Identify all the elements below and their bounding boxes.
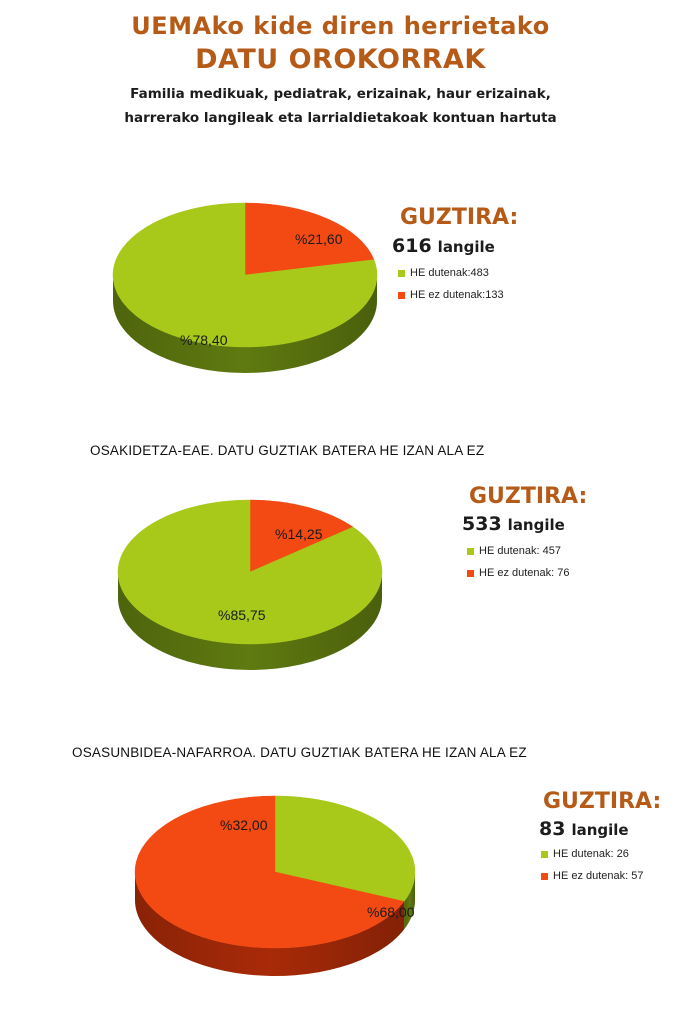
- legend-swatch-green: [541, 850, 548, 858]
- pie-slice-he-ez: [244, 202, 375, 276]
- chart-heading: OSAKIDETZA-EAE. DATU GUZTIAK BATERA HE I…: [90, 443, 485, 458]
- total-number: 533: [462, 513, 502, 535]
- pie-chart-osasunbidea: %32,00 %68,00: [134, 795, 416, 976]
- pie-slice-he: [112, 202, 378, 348]
- pie-slice-he: [274, 795, 416, 902]
- guztira-label: GUZTIRA:: [543, 789, 662, 814]
- total-unit: langile: [437, 238, 495, 256]
- page-subtitle-line2: harrerako langileak eta larrialdietakoak…: [124, 110, 557, 126]
- legend-label: HE ez dutenak: 57: [553, 870, 644, 882]
- legend-label: HE ez dutenak: 76: [479, 567, 570, 579]
- total-count: 616 langile: [392, 235, 495, 257]
- legend-label: HE dutenak: 26: [553, 848, 629, 860]
- pie-slice-he: [117, 499, 383, 645]
- legend-label: HE dutenak: 457: [479, 545, 561, 557]
- pie-chart-osakidetza: %85,75 %14,25: [117, 499, 383, 670]
- legend-item-he: HE dutenak: 26: [541, 843, 644, 865]
- guztira-label: GUZTIRA:: [400, 205, 519, 230]
- total-count: 83 langile: [539, 818, 629, 840]
- pie-label-he: %85,75: [218, 607, 266, 623]
- legend-item-he-ez: HE ez dutenak: 76: [467, 562, 570, 584]
- legend-item-he: HE dutenak:483: [398, 262, 504, 284]
- legend-label: HE dutenak:483: [410, 267, 489, 279]
- legend-label: HE ez dutenak:133: [410, 289, 504, 301]
- legend-swatch-green: [398, 269, 405, 277]
- pie-label-he: %32,00: [220, 817, 268, 833]
- pie-label-he-ez: %68,00: [367, 904, 415, 920]
- pie-label-he-ez: %14,25: [275, 526, 323, 542]
- legend: HE dutenak: 457 HE ez dutenak: 76: [467, 540, 570, 584]
- page-title: UEMAko kide diren herrietako: [131, 12, 550, 40]
- guztira-label: GUZTIRA:: [469, 484, 588, 509]
- pie-side-walls: [113, 275, 377, 373]
- legend-swatch-red: [467, 569, 474, 577]
- pie-slice-he-ez: [134, 795, 405, 949]
- pie-label-he-ez: %21,60: [295, 231, 343, 247]
- page-subtitle-line1: Familia medikuak, pediatrak, erizainak, …: [130, 86, 551, 102]
- pie-slice-side-shade: [135, 872, 405, 976]
- total-unit: langile: [507, 516, 565, 534]
- pie-side-walls: [135, 872, 415, 976]
- legend-item-he: HE dutenak: 457: [467, 540, 570, 562]
- legend-swatch-red: [398, 291, 405, 299]
- pie-label-he: %78,40: [180, 332, 228, 348]
- pie-slice-side-shade: [404, 872, 415, 930]
- chart-heading: OSASUNBIDEA-NAFARROA. DATU GUZTIAK BATER…: [72, 745, 527, 760]
- total-number: 83: [539, 818, 566, 840]
- pie-slice-side-shade: [118, 572, 382, 670]
- pie-slice-he-ez: [249, 499, 354, 573]
- page-title-main: DATU OROKORRAK: [195, 44, 486, 75]
- pie-slice-side-shade: [113, 275, 377, 373]
- total-count: 533 langile: [462, 513, 565, 535]
- legend-swatch-green: [467, 547, 474, 555]
- total-unit: langile: [571, 821, 629, 839]
- legend-item-he-ez: HE ez dutenak:133: [398, 284, 504, 306]
- pie-side-walls: [118, 572, 382, 670]
- legend-item-he-ez: HE ez dutenak: 57: [541, 865, 644, 887]
- total-number: 616: [392, 235, 432, 257]
- legend: HE dutenak:483 HE ez dutenak:133: [398, 262, 504, 306]
- pie-chart-total: %78,40 %21,60: [112, 202, 378, 373]
- legend-swatch-red: [541, 872, 548, 880]
- legend: HE dutenak: 26 HE ez dutenak: 57: [541, 843, 644, 887]
